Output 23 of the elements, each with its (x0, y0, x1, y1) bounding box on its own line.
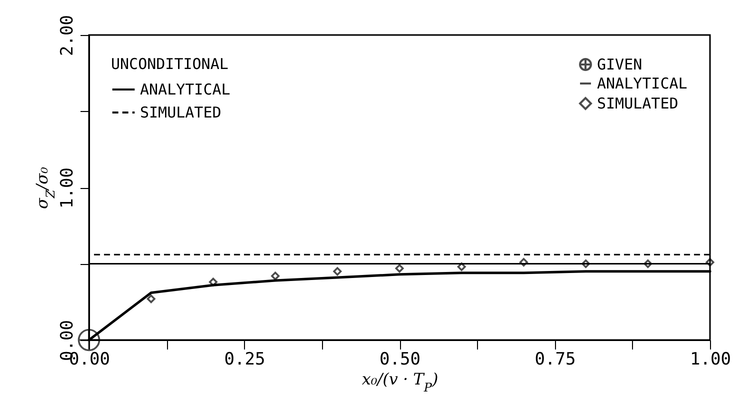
legend-label: SIMULATED (140, 104, 222, 122)
point (395, 264, 404, 273)
y-tick-label: 2.00 (58, 15, 78, 56)
point (519, 258, 528, 266)
point (146, 294, 156, 304)
legend-title: UNCONDITIONAL (111, 55, 228, 73)
legend-label: GIVEN (597, 56, 642, 74)
x-tick-label: 0.25 (224, 350, 266, 370)
point (582, 259, 590, 268)
point (208, 278, 218, 286)
point (706, 258, 714, 266)
x-tick-label: 0.75 (534, 350, 576, 370)
x-axis-title: x₀/(v · T$_{P}$) (362, 370, 438, 394)
x-tick-label: 1.00 (690, 350, 731, 370)
legend-label: ANALYTICAL (597, 74, 688, 92)
point (457, 262, 466, 272)
point (333, 267, 342, 276)
y-tick-label: 1.00 (58, 168, 78, 208)
point (644, 259, 652, 268)
x-tick-label: 0.50 (380, 350, 420, 370)
legend-label: SIMULATED (597, 94, 678, 112)
point (271, 272, 280, 280)
legend-label: ANALYTICAL (140, 80, 230, 98)
